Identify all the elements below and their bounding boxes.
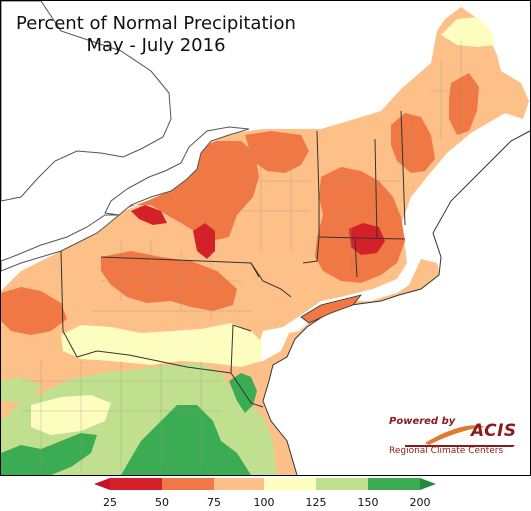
acis-swoosh-icon [405,425,515,447]
legend-tick-125: 125 [305,496,327,509]
legend-tick-100: 100 [253,496,275,509]
map-title: Percent of Normal Precipitation [16,13,296,34]
legend-colorbar [94,478,436,490]
legend-tick-50: 50 [155,496,169,509]
lake-ontario [104,126,250,216]
legend-swatch-25-50 [110,478,162,490]
state-borders [60,110,406,408]
powered-by-label: Powered by [389,416,456,427]
legend-swatch-150-200 [368,478,420,490]
color-legend: 25 50 75 100 125 150 200 [0,478,531,511]
region-red-ny-2 [193,223,215,259]
legend-arrow-low [94,478,110,490]
legend-tick-150: 150 [357,496,379,509]
legend-swatch-50-75 [162,478,214,490]
region-yellow-band [61,323,263,367]
legend-tick-200: 200 [409,496,431,509]
ocean [263,131,530,475]
legend-tick-75: 75 [207,496,221,509]
acis-brand-label: ACIS [471,421,517,441]
lake-huron [1,1,172,202]
region-red-ma [349,223,385,255]
map-subtitle: May - July 2016 [86,35,226,56]
legend-swatch-125-150 [316,478,368,490]
lake-erie [1,214,121,272]
lake-huron-land [1,1,331,41]
region-yellow-wv [31,395,111,435]
region-red-ny-1 [131,205,167,225]
county-lines [21,41,471,471]
legend-swatch-75-100 [214,478,264,490]
map-frame: Percent of Normal Precipitation May - Ju… [0,0,531,476]
region-yellow-me [441,17,495,47]
region-orange-me [449,73,479,135]
region-darkgreen-va [121,405,251,475]
legend-arrow-high [420,478,436,490]
regional-climate-centers-label: Regional Climate Centers [389,446,504,456]
coastline [262,130,530,475]
legend-swatch-100-125 [264,478,316,490]
precipitation-map [1,1,530,475]
region-darkgreen-wv [1,433,97,475]
long-island [300,294,363,324]
region-orange-west [1,287,67,335]
legend-tick-25: 25 [103,496,117,509]
region-orange-ny-west [93,141,259,241]
acis-logo: Powered by ACIS Regional Climate Centers [385,415,525,461]
region-green-ohio [1,377,41,403]
region-green-delmarva [229,373,257,413]
